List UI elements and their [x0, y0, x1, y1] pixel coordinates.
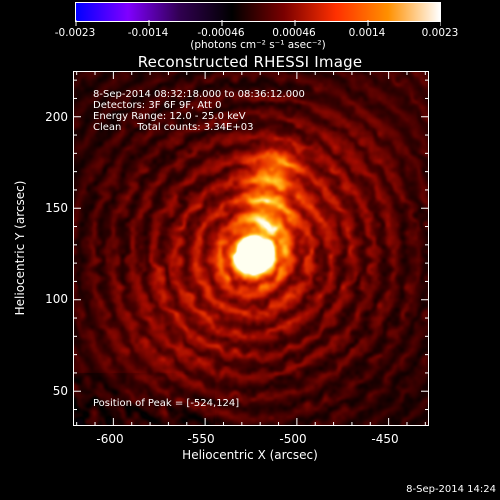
y-tick-label: 200	[45, 110, 68, 124]
colorbar	[75, 2, 441, 22]
annotation-detectors: Detectors: 3F 6F 9F, Att 0	[93, 100, 222, 111]
plot-frame	[73, 71, 429, 426]
annotation-peak-position: Position of Peak = [-524,124]	[93, 398, 240, 409]
annotation-time-range: 8-Sep-2014 08:32:18.000 to 08:36:12.000	[93, 89, 305, 100]
plot-border	[73, 71, 429, 426]
x-tick-label: -500	[279, 432, 307, 446]
colorbar-tick-label: -0.0014	[127, 27, 169, 39]
colorbar-tick-label: 0.00046	[272, 27, 316, 39]
y-tick-label: 150	[45, 201, 68, 215]
x-axis-label: Heliocentric X (arcsec)	[182, 448, 318, 462]
colorbar-tick-label: -0.00046	[197, 27, 245, 39]
plot-area: 8-Sep-2014 08:32:18.000 to 08:36:12.000 …	[73, 71, 429, 426]
colorbar-tick-label: 0.0023	[421, 27, 459, 39]
colorbar-tick-label: 0.0014	[348, 27, 386, 39]
heatmap-image	[73, 71, 429, 426]
y-tick-label: 100	[45, 292, 68, 306]
annotation-total-counts: Clean Total counts: 3.34E+03	[93, 122, 254, 133]
y-axis-label: Heliocentric Y (arcsec)	[13, 180, 27, 316]
x-tick-label: -450	[371, 432, 399, 446]
colorbar-ticks	[75, 20, 441, 26]
x-tick-label: -600	[96, 432, 124, 446]
footer-date: 8-Sep-2014 14:24	[406, 484, 496, 495]
chart-title: Reconstructed RHESSI Image	[137, 53, 363, 71]
colorbar-tick-label: -0.0023	[54, 27, 96, 39]
colorbar-unit-label: (photons cm⁻² s⁻¹ asec⁻²)	[190, 39, 326, 51]
y-tick-label: 50	[52, 384, 68, 398]
x-tick-label: -550	[187, 432, 215, 446]
annotation-energy-range: Energy Range: 12.0 - 25.0 keV	[93, 111, 246, 122]
